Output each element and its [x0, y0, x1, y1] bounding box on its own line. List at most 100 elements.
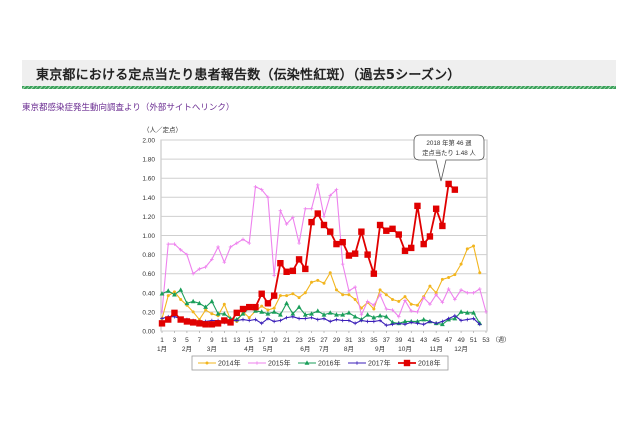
data-point: [165, 316, 172, 323]
data-point: [359, 312, 364, 317]
data-point: [172, 292, 177, 297]
legend-item-2016年: 2016年: [298, 359, 341, 368]
x-tick-label: 43: [420, 337, 428, 344]
data-point: [309, 206, 314, 211]
data-point: [227, 319, 234, 326]
data-point: [291, 314, 295, 319]
data-point: [285, 294, 289, 298]
data-point: [403, 298, 407, 303]
month-label: 6月: [300, 345, 310, 353]
data-point: [359, 318, 364, 323]
callout-line2: 定点当たり 1.48 人: [422, 148, 476, 157]
y-tick-label: 0.40: [142, 290, 155, 297]
data-point: [328, 193, 333, 198]
data-point: [270, 292, 278, 299]
header-underline: [22, 86, 616, 89]
data-point: [259, 309, 265, 314]
data-point: [278, 318, 283, 323]
data-point: [266, 316, 270, 321]
data-point: [253, 184, 258, 189]
data-point: [160, 316, 164, 321]
data-point: [297, 241, 301, 245]
data-point: [179, 297, 183, 301]
data-point: [451, 186, 459, 193]
data-point: [391, 297, 395, 301]
data-point: [197, 267, 202, 271]
data-point: [296, 304, 302, 309]
data-point: [158, 320, 166, 327]
data-point: [259, 187, 264, 192]
data-point: [314, 210, 321, 217]
data-point: [216, 245, 220, 249]
month-label: 7月: [319, 345, 329, 353]
chart-series: [158, 180, 488, 328]
x-tick-label: 37: [383, 337, 391, 344]
data-point: [452, 315, 458, 321]
data-point: [209, 298, 215, 304]
data-point: [178, 248, 183, 252]
data-point: [289, 267, 297, 275]
data-point: [353, 285, 357, 289]
data-point: [208, 321, 216, 328]
legend-box: [191, 355, 449, 371]
x-tick-label: 41: [408, 337, 416, 344]
data-point: [166, 242, 171, 246]
month-label: 4月: [244, 345, 254, 353]
data-point: [284, 315, 289, 320]
x-tick-label: 31: [345, 337, 353, 344]
data-point: [241, 237, 245, 242]
data-point: [310, 280, 314, 284]
source-link[interactable]: 東京都感染症発生動向調査より（外部サイトへリンク）: [22, 103, 235, 113]
data-point: [345, 252, 353, 259]
data-point: [339, 238, 346, 246]
data-point: [459, 318, 463, 323]
data-point: [347, 318, 351, 323]
data-point: [395, 231, 402, 238]
data-point: [471, 291, 476, 295]
y-tick-label: 1.20: [142, 214, 155, 221]
y-tick-label: 1.80: [142, 157, 155, 164]
data-point: [440, 319, 445, 324]
x-tick-label: 29: [333, 337, 341, 344]
data-point: [327, 310, 333, 315]
data-point: [351, 250, 359, 257]
data-point: [439, 321, 445, 327]
data-point: [383, 227, 390, 234]
data-point: [308, 218, 315, 226]
data-point: [439, 222, 446, 230]
data-point: [266, 195, 270, 200]
x-tick-label: 1: [160, 337, 164, 344]
data-point: [171, 309, 178, 317]
data-point: [183, 318, 191, 325]
data-point: [253, 317, 258, 322]
data-point: [440, 277, 444, 281]
data-point: [189, 319, 197, 326]
data-point: [303, 316, 308, 321]
data-point: [334, 187, 339, 192]
month-label: 1月: [157, 345, 167, 353]
data-point: [347, 289, 351, 293]
data-point: [378, 288, 382, 292]
data-point: [402, 318, 408, 324]
data-point: [478, 271, 482, 275]
data-point: [202, 321, 209, 328]
data-point: [465, 291, 470, 295]
y-tick-label: 0.60: [142, 271, 155, 278]
data-point: [259, 321, 264, 326]
data-point: [291, 215, 295, 220]
data-point: [290, 311, 296, 316]
month-label: 11月: [430, 345, 443, 353]
data-point: [459, 288, 463, 292]
data-point: [271, 309, 277, 314]
x-tick-label: 33: [358, 337, 366, 344]
data-point: [246, 303, 253, 311]
data-point: [302, 312, 308, 317]
x-tick-label: 7: [198, 337, 202, 344]
data-point: [320, 221, 328, 229]
data-point: [420, 240, 427, 248]
data-point: [390, 322, 395, 327]
data-point: [365, 319, 370, 324]
data-point: [328, 319, 333, 324]
